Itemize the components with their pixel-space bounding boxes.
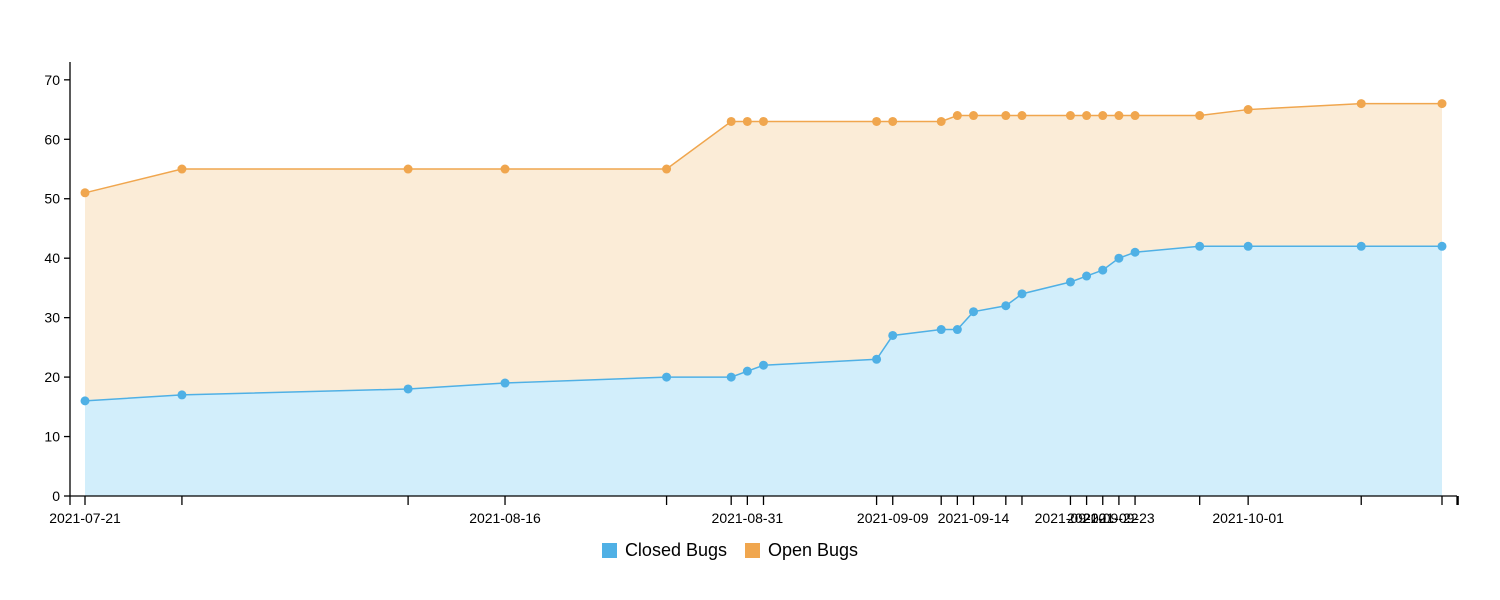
point-open-bugs[interactable] [1001, 111, 1011, 121]
legend-label-open-bugs: Open Bugs [768, 540, 859, 560]
point-closed-bugs[interactable] [1098, 265, 1108, 275]
point-closed-bugs[interactable] [742, 366, 752, 376]
y-tick-label: 10 [44, 429, 60, 445]
point-open-bugs[interactable] [952, 111, 962, 121]
point-open-bugs[interactable] [969, 111, 979, 121]
point-closed-bugs[interactable] [80, 396, 90, 406]
point-closed-bugs[interactable] [952, 325, 962, 335]
y-tick-label: 70 [44, 72, 60, 88]
point-open-bugs[interactable] [726, 116, 736, 126]
point-closed-bugs[interactable] [1065, 277, 1075, 287]
point-open-bugs[interactable] [662, 164, 672, 174]
point-open-bugs[interactable] [500, 164, 510, 174]
point-open-bugs[interactable] [80, 188, 90, 198]
point-open-bugs[interactable] [888, 116, 898, 126]
point-open-bugs[interactable] [1356, 99, 1366, 109]
point-open-bugs[interactable] [1437, 99, 1447, 109]
point-closed-bugs[interactable] [177, 390, 187, 400]
line-open-bugs [84, 102, 1442, 194]
x-tick-label: 2021-09-23 [1083, 510, 1155, 526]
point-closed-bugs[interactable] [872, 354, 882, 364]
x-tick-label: 2021-07-21 [49, 510, 121, 526]
point-closed-bugs[interactable] [1243, 241, 1253, 251]
point-closed-bugs[interactable] [403, 384, 413, 394]
x-tick-label: 2021-09-22 [1067, 510, 1139, 526]
point-closed-bugs[interactable] [888, 330, 898, 340]
point-open-bugs[interactable] [742, 116, 752, 126]
x-tick-label: 2021-09-09 [857, 510, 929, 526]
y-tick-label: 20 [44, 369, 60, 385]
point-open-bugs[interactable] [403, 164, 413, 174]
point-open-bugs[interactable] [872, 116, 882, 126]
y-tick-label: 60 [44, 131, 60, 147]
legend-item-open-bugs[interactable]: Open Bugs [745, 540, 858, 561]
legend-label-closed-bugs: Closed Bugs [624, 540, 727, 560]
point-open-bugs[interactable] [1017, 111, 1027, 121]
point-open-bugs[interactable] [1082, 111, 1092, 121]
y-tick-label: 50 [44, 191, 60, 207]
point-closed-bugs[interactable] [726, 372, 736, 382]
legend-item-closed-bugs[interactable]: Closed Bugs [601, 540, 727, 561]
y-tick-label: 0 [52, 488, 60, 504]
point-closed-bugs[interactable] [936, 325, 946, 335]
point-closed-bugs[interactable] [1195, 241, 1205, 251]
point-closed-bugs[interactable] [662, 372, 672, 382]
y-tick-label: 30 [44, 310, 60, 326]
point-open-bugs[interactable] [759, 116, 768, 126]
x-tick-label: 2021-08-16 [469, 510, 541, 526]
point-closed-bugs[interactable] [969, 307, 979, 317]
point-open-bugs[interactable] [1130, 111, 1140, 121]
legend-swatch-open-bugs [745, 543, 760, 558]
point-closed-bugs[interactable] [1437, 241, 1447, 251]
line-closed-bugs [84, 245, 1442, 402]
point-open-bugs[interactable] [1065, 111, 1075, 121]
point-closed-bugs[interactable] [1082, 271, 1092, 281]
legend: Closed Bugs Open Bugs [0, 540, 1460, 561]
point-open-bugs[interactable] [1098, 111, 1108, 121]
area-closed-bugs [85, 246, 1442, 496]
point-open-bugs[interactable] [1114, 111, 1124, 121]
point-open-bugs[interactable] [936, 116, 946, 126]
point-open-bugs[interactable] [1243, 105, 1253, 115]
point-closed-bugs[interactable] [759, 360, 768, 370]
point-closed-bugs[interactable] [1356, 241, 1366, 251]
point-open-bugs[interactable] [1195, 111, 1205, 121]
point-open-bugs[interactable] [177, 164, 187, 174]
x-tick-label: 2021-10-01 [1212, 510, 1284, 526]
y-tick-label: 40 [44, 250, 60, 266]
point-closed-bugs[interactable] [1130, 247, 1140, 257]
x-tick-label: 2021-09-14 [938, 510, 1010, 526]
x-tick-label: 2021-08-31 [712, 510, 784, 526]
x-tick-label: 2021-09-20 [1035, 510, 1107, 526]
legend-swatch-closed-bugs [601, 543, 617, 558]
point-closed-bugs[interactable] [1001, 301, 1011, 311]
point-closed-bugs[interactable] [1017, 289, 1027, 299]
point-closed-bugs[interactable] [1114, 253, 1124, 263]
point-closed-bugs[interactable] [500, 378, 510, 388]
